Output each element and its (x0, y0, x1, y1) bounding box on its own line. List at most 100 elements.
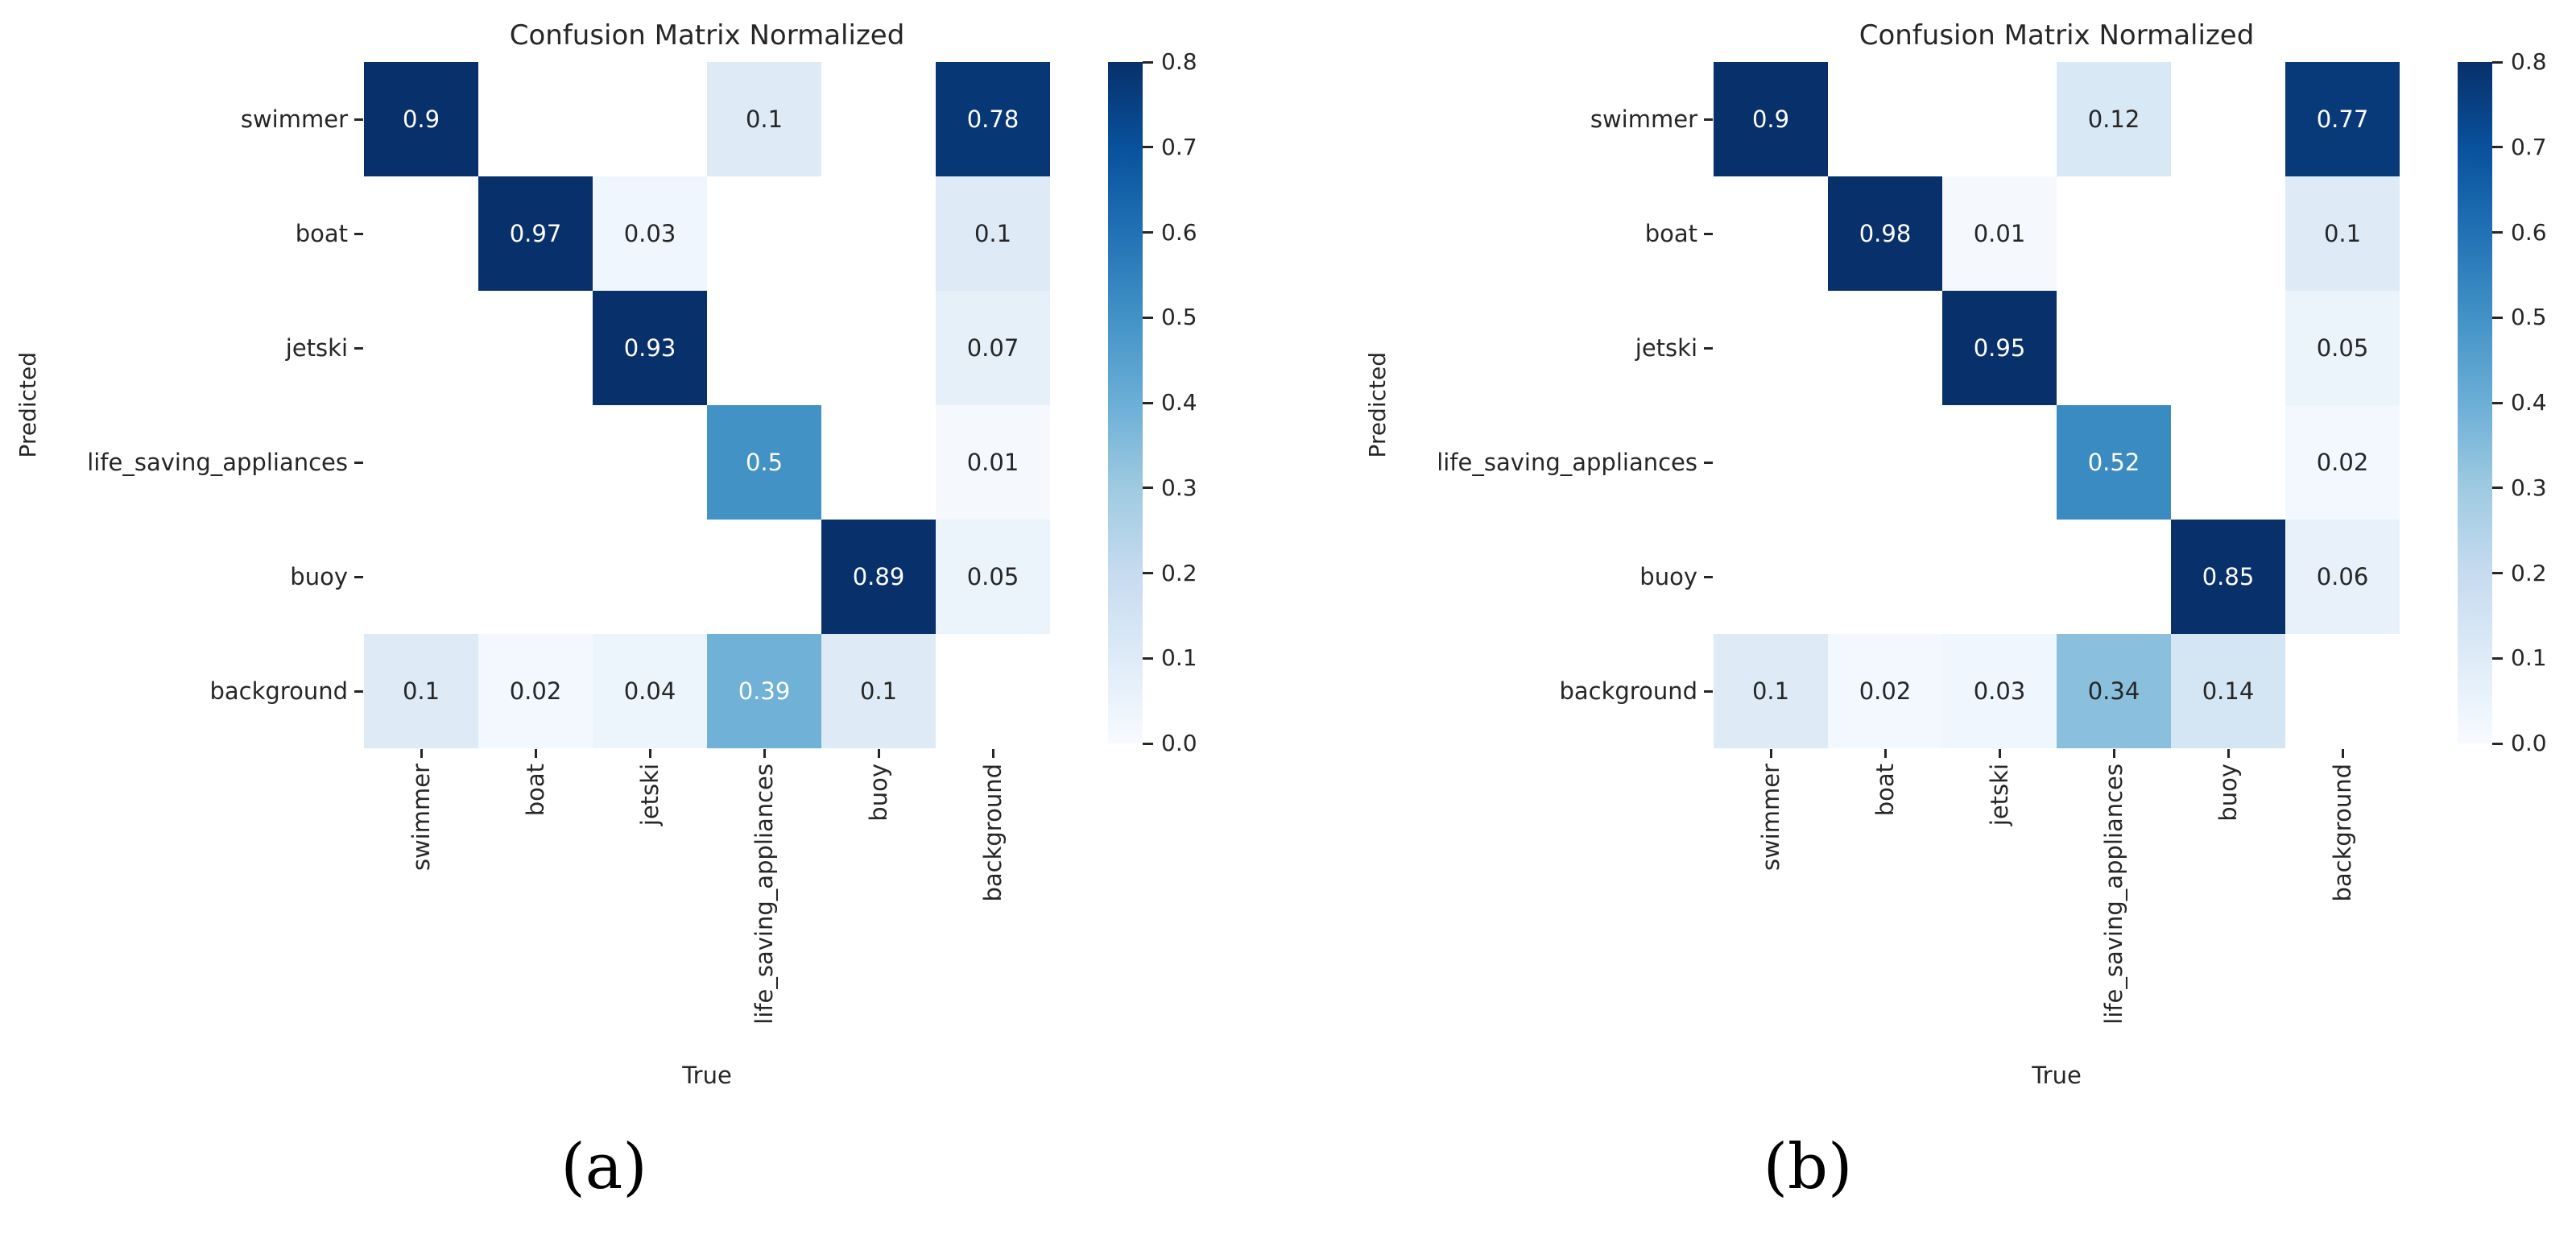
heatmap-cell: 0.89 (821, 520, 936, 634)
heatmap-cell: 0.04 (593, 634, 707, 748)
colorbar-tick-label: 0.0 (2511, 730, 2547, 756)
heatmap-cell: 0.1 (821, 634, 936, 748)
y-tick-label: life_saving_appliances (87, 449, 348, 476)
heatmap-cell: 0.77 (2285, 62, 2400, 176)
heatmap-cell (707, 291, 821, 405)
heatmap-cell (593, 405, 707, 520)
y-tick-mark (1704, 462, 1713, 464)
heatmap-cell (478, 520, 593, 634)
colorbar-tick-label: 0.2 (1161, 559, 1197, 586)
heatmap-cell (478, 291, 593, 405)
colorbar-tick-label: 0.7 (2511, 133, 2547, 160)
heatmap-cell (364, 405, 478, 520)
heatmap-grid: 0.9 0.1 0.78 0.97 0.03 0.1 0.93 0.07 0.5 0.01 0.89… (364, 62, 1050, 748)
colorbar-tick-label: 0.7 (1161, 133, 1197, 160)
x-tick-label-text: jetski (636, 764, 664, 826)
heatmap-cell (1828, 405, 1942, 520)
y-tick-label: swimmer (1590, 106, 1697, 133)
heatmap-cell: 0.9 (364, 62, 478, 176)
heatmap-cell (1942, 62, 2057, 176)
x-axis-label: True (682, 1062, 732, 1089)
heatmap-cell (2285, 634, 2400, 748)
heatmap-cell: 0.78 (936, 62, 1050, 176)
heatmap-cell (364, 520, 478, 634)
y-tick-mark (1704, 233, 1713, 235)
heatmap-cell (2171, 405, 2285, 520)
x-tick-label: buoy (2171, 764, 2285, 1070)
heatmap-cell (821, 405, 936, 520)
heatmap-cell: 0.03 (593, 176, 707, 291)
y-tick-label: life_saving_appliances (1437, 449, 1697, 476)
colorbar (2458, 62, 2492, 743)
colorbar-tick-mark (2492, 146, 2503, 149)
colorbar-tick-label: 0.1 (2511, 644, 2547, 672)
heatmap-cell: 0.07 (936, 291, 1050, 405)
x-tick-label: swimmer (364, 764, 478, 1070)
colorbar-tick-label: 0.6 (2511, 218, 2547, 246)
x-tick-label: jetski (593, 764, 707, 1070)
caption-b: (b) (1763, 1131, 1853, 1203)
colorbar-tick-label: 0.8 (2511, 48, 2547, 75)
colorbar-tick-mark (2492, 316, 2503, 319)
heatmap-cell (364, 176, 478, 291)
x-tick-label-text: background (2329, 764, 2356, 902)
heatmap-cell: 0.01 (936, 405, 1050, 520)
heatmap-cell (1828, 520, 1942, 634)
heatmap-cell (2171, 62, 2285, 176)
y-tick-label: swimmer (240, 106, 348, 133)
colorbar-tick-label: 0.8 (1161, 48, 1197, 75)
heatmap-cell: 0.02 (2285, 405, 2400, 520)
x-tick-mark (420, 749, 423, 758)
colorbar-tick-mark (1143, 146, 1153, 149)
heatmap-cell (2171, 291, 2285, 405)
colorbar-tick-mark (1143, 572, 1153, 574)
heatmap-cell (364, 291, 478, 405)
heatmap-cell: 0.1 (364, 634, 478, 748)
colorbar-tick-mark (2492, 656, 2503, 660)
heatmap-cell (707, 176, 821, 291)
y-tick-mark (354, 347, 363, 350)
colorbar-tick-label: 0.5 (2511, 304, 2547, 331)
x-tick-label: buoy (821, 764, 936, 1070)
heatmap-cell: 0.1 (936, 176, 1050, 291)
x-tick-mark (2113, 749, 2115, 758)
heatmap-cell: 0.93 (593, 291, 707, 405)
heatmap-cell (593, 520, 707, 634)
colorbar-tick-mark (1143, 742, 1153, 745)
y-tick-mark (1704, 690, 1713, 693)
y-tick-mark (1704, 118, 1713, 121)
colorbar-tick-label: 0.1 (1161, 644, 1197, 672)
heatmap-cell (1828, 291, 1942, 405)
colorbar-tick-label: 0.4 (1161, 389, 1197, 416)
x-axis-label: True (2032, 1062, 2082, 1089)
heatmap-cell: 0.05 (2285, 291, 2400, 405)
heatmap-cell (2171, 176, 2285, 291)
heatmap-cell (593, 62, 707, 176)
x-tick-mark (649, 749, 651, 758)
heatmap-cell: 0.06 (2285, 520, 2400, 634)
x-tick-label-text: jetski (1986, 764, 2013, 826)
heatmap-cell: 0.02 (1828, 634, 1942, 748)
heatmap-cell: 0.9 (1714, 62, 1828, 176)
colorbar-tick-label: 0.2 (2511, 559, 2547, 586)
heatmap-cell: 0.14 (2171, 634, 2285, 748)
heatmap-cell: 0.01 (1942, 176, 2057, 291)
heatmap-cell (478, 405, 593, 520)
y-tick-mark (354, 233, 363, 235)
caption-a: (a) (560, 1131, 647, 1203)
x-tick-label-text: background (979, 764, 1007, 902)
heatmap-cell: 0.05 (936, 520, 1050, 634)
colorbar-tick-label: 0.4 (2511, 389, 2547, 416)
colorbar-tick-label: 0.5 (1161, 304, 1197, 331)
colorbar-tick-mark (1143, 401, 1153, 404)
subplot-b: Confusion Matrix Normalized Predicted 0.… (1350, 0, 2576, 1234)
colorbar-tick-mark (1143, 316, 1153, 319)
x-tick-label: jetski (1942, 764, 2057, 1070)
y-tick-label: boat (295, 220, 348, 247)
x-tick-mark (1884, 749, 1887, 758)
colorbar-tick-mark (2492, 572, 2503, 574)
x-tick-mark (878, 749, 880, 758)
y-tick-label: jetski (285, 334, 348, 362)
y-tick-label: jetski (1635, 334, 1697, 362)
